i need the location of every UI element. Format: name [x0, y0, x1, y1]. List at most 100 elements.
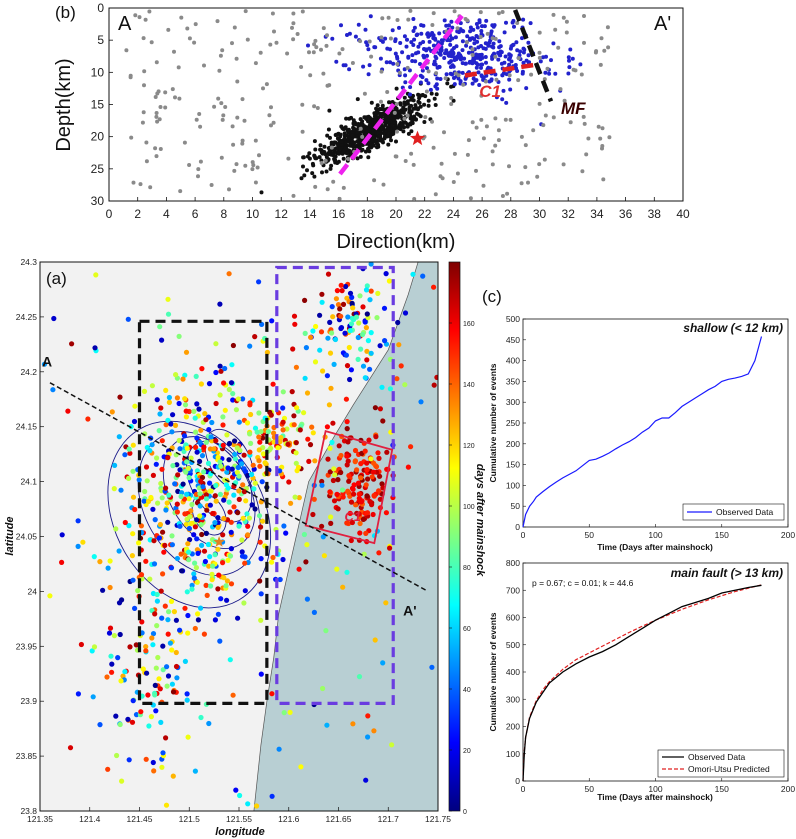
map-event — [270, 554, 276, 561]
map-event — [360, 516, 366, 523]
b-event — [411, 17, 416, 21]
map-event — [132, 506, 138, 513]
b-event — [147, 9, 152, 14]
b-event — [144, 140, 149, 145]
map-event — [165, 673, 172, 679]
map-event — [270, 381, 276, 387]
a-xtick-label: 121.75 — [425, 814, 451, 824]
purple-box — [275, 265, 395, 705]
map-event — [143, 644, 149, 650]
map-event — [343, 283, 349, 290]
map-event — [369, 474, 375, 480]
map-event — [146, 723, 152, 729]
map-event — [320, 534, 326, 540]
b-event — [401, 110, 406, 115]
b-event — [129, 135, 134, 140]
map-event — [192, 560, 198, 566]
b-event — [375, 145, 379, 150]
b-event — [397, 114, 402, 119]
b-event — [445, 51, 450, 55]
b-event — [479, 117, 484, 122]
map-event — [205, 541, 211, 548]
map-event — [221, 515, 227, 522]
map-event — [189, 501, 195, 508]
map-event — [159, 495, 165, 501]
map-event — [153, 461, 159, 467]
b-xtick-label: 34 — [590, 207, 604, 221]
b-event — [269, 123, 273, 128]
map-event — [349, 294, 355, 300]
map-event — [185, 541, 191, 547]
map-event — [93, 272, 99, 278]
b-event — [450, 48, 455, 53]
b-event — [482, 24, 487, 29]
a-xtick-label: 121.55 — [226, 814, 252, 824]
b-event — [378, 138, 383, 143]
map-event — [158, 480, 164, 487]
map-event — [335, 302, 342, 308]
b-event — [142, 69, 147, 74]
map-event — [144, 670, 150, 676]
b-event — [324, 169, 329, 174]
b-event — [353, 34, 358, 39]
map-event — [291, 313, 298, 319]
map-event — [254, 429, 260, 435]
b-event — [346, 157, 351, 161]
map-event — [377, 406, 383, 412]
map-event — [228, 519, 234, 525]
b-event — [325, 33, 329, 38]
b-event — [417, 93, 421, 98]
map-event — [184, 691, 190, 697]
b-event — [465, 18, 470, 23]
cb-tick-label: 60 — [463, 626, 471, 633]
map-event — [259, 321, 265, 327]
b-event — [240, 97, 245, 102]
map-event — [154, 397, 160, 403]
map-event — [113, 713, 119, 719]
b-event — [507, 62, 512, 67]
map-event — [251, 486, 257, 492]
map-event — [220, 532, 226, 538]
b-event — [393, 51, 398, 56]
map-event — [173, 663, 180, 670]
map-event — [258, 617, 264, 623]
b-event — [436, 40, 441, 45]
b-event — [537, 101, 542, 106]
map-event — [327, 350, 334, 356]
b-event — [475, 25, 480, 30]
map-event — [125, 716, 131, 722]
b-xtick-label: 38 — [648, 207, 662, 221]
map-event — [229, 466, 235, 472]
map-event — [108, 653, 114, 659]
b-event — [355, 97, 360, 102]
map-event — [291, 422, 297, 428]
b-event — [149, 40, 154, 45]
map-event — [345, 314, 351, 320]
map-event — [306, 458, 312, 464]
map-event — [383, 510, 389, 516]
b-event — [381, 107, 386, 112]
map-event — [235, 615, 241, 621]
b-event — [502, 30, 507, 35]
b-event — [370, 142, 375, 147]
b-event — [347, 67, 352, 72]
map-event — [249, 502, 255, 508]
map-event — [303, 345, 309, 351]
map-event — [181, 433, 188, 439]
b-event — [388, 36, 393, 41]
map-event — [227, 657, 233, 663]
b-event — [418, 73, 423, 78]
map-event — [107, 584, 113, 591]
map-event — [143, 464, 150, 470]
map-event — [368, 456, 374, 462]
map-event — [240, 482, 246, 488]
map-event — [150, 472, 156, 478]
b-event — [329, 145, 334, 150]
b-event — [368, 14, 373, 19]
b-event — [508, 55, 513, 60]
shallow-plot-title: shallow (< 12 km) — [683, 321, 783, 335]
map-event — [150, 631, 157, 637]
b-event — [417, 100, 422, 105]
map-event — [285, 441, 291, 447]
b-event — [313, 184, 318, 189]
